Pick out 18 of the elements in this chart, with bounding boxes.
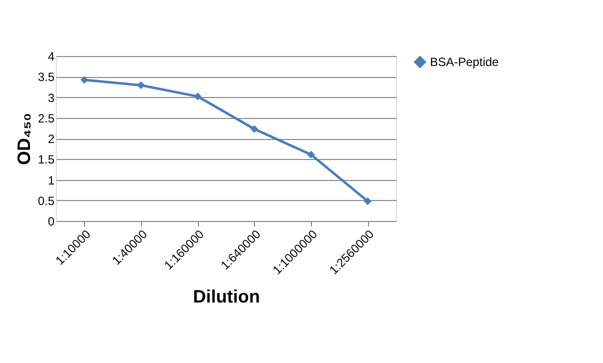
x-axis-title: Dilution — [193, 286, 260, 306]
y-tick-label: 0 — [48, 214, 55, 228]
y-tick-label: 1 — [48, 173, 55, 188]
point — [250, 125, 258, 133]
y-tick-label: 2.5 — [38, 111, 55, 126]
y-tick-label: 3 — [48, 90, 55, 105]
y-tick-label: 2 — [48, 132, 55, 146]
y-tick-label: 3.5 — [38, 70, 55, 84]
point — [137, 81, 145, 90]
point — [194, 92, 202, 100]
point — [80, 76, 88, 84]
y-tick-label: 4 — [48, 50, 55, 64]
point — [307, 150, 315, 158]
y-tick-label: 0.5 — [38, 194, 55, 208]
legend-label: BSA-Peptide — [430, 55, 500, 69]
y-tick-label: 1.5 — [38, 152, 55, 167]
point — [364, 197, 372, 206]
y-axis-title: OD₄₅₀ — [14, 113, 34, 165]
